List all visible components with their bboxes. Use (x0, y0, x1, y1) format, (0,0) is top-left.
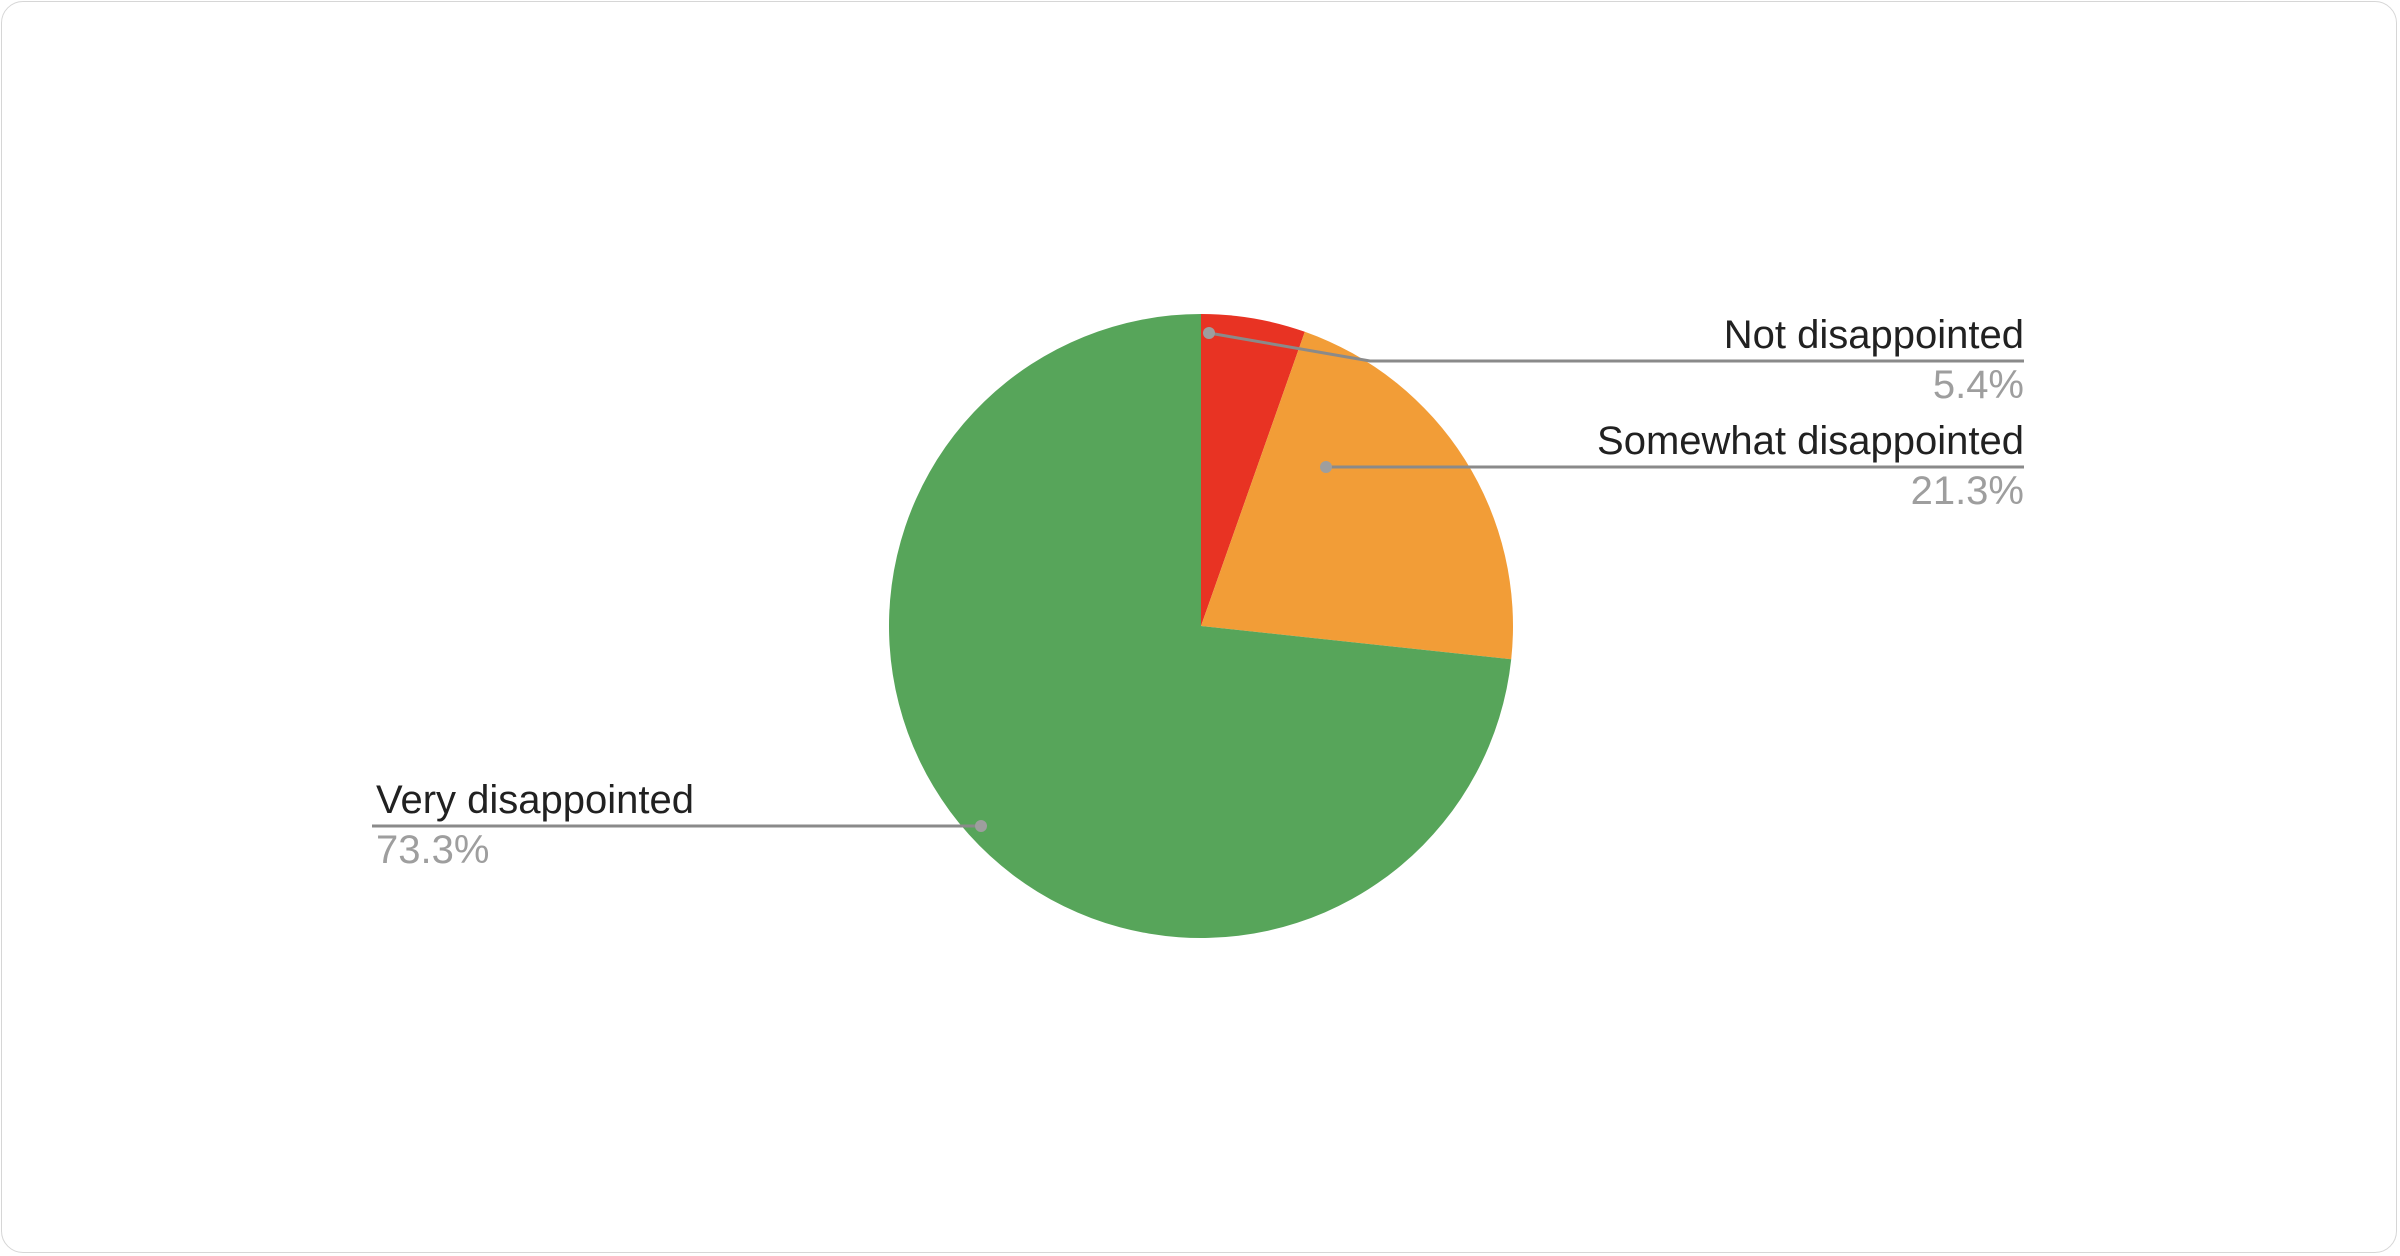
slice-label-very-disappointed: Very disappointed 73.3% (376, 777, 694, 873)
leader-dot-very-disappointed (975, 820, 987, 832)
slice-label-somewhat-disappointed: Somewhat disappointed 21.3% (1597, 418, 2024, 514)
slice-percent: 73.3% (376, 828, 490, 872)
pie-slice-not-disappointed (1201, 314, 1305, 626)
pie-slice-somewhat-disappointed (1201, 331, 1513, 660)
pie-slice-very-disappointed (889, 314, 1512, 938)
leader-line-not-disappointed (1208, 331, 2024, 363)
slice-percent: 21.3% (1910, 469, 2024, 513)
leader-dot-not-disappointed (1203, 327, 1215, 339)
leader-dot-somewhat-disappointed (1320, 461, 1332, 473)
slice-percent: 5.4% (1932, 363, 2024, 407)
slice-name: Not disappointed (1723, 313, 2024, 357)
slice-label-not-disappointed: Not disappointed 5.4% (1724, 312, 2024, 408)
slice-name: Somewhat disappointed (1597, 419, 2024, 463)
slice-name: Very disappointed (376, 778, 695, 822)
